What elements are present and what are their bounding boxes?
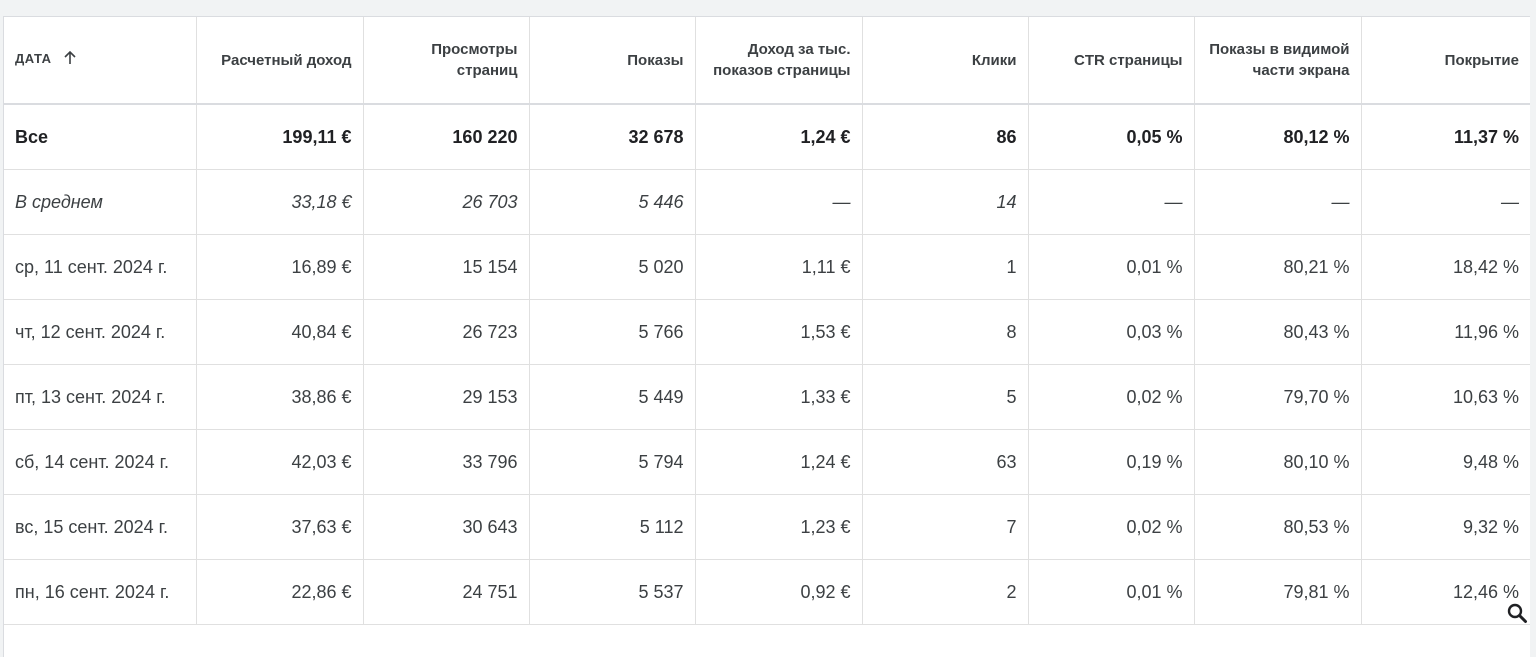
table-cell: 1,53 € (695, 300, 862, 365)
header-estimated-revenue[interactable]: Расчетный доход (196, 17, 363, 104)
table-cell: 1 (862, 235, 1028, 300)
table-cell: 29 153 (363, 365, 529, 430)
table-row: чт, 12 сент. 2024 г. 40,84 € 26 723 5 76… (4, 300, 1530, 365)
total-cell: 80,12 % (1194, 104, 1361, 170)
average-cell: 26 703 (363, 170, 529, 235)
table-cell: 0,02 % (1028, 495, 1194, 560)
header-active-view-viewable[interactable]: Показы в видимой части экрана (1194, 17, 1361, 104)
table-cell: 40,84 € (196, 300, 363, 365)
total-cell: 86 (862, 104, 1028, 170)
table-cell: 37,63 € (196, 495, 363, 560)
date-cell: сб, 14 сент. 2024 г. (4, 430, 196, 495)
header-coverage[interactable]: Покрытие (1361, 17, 1530, 104)
header-date[interactable]: ДАТА (4, 17, 196, 104)
table-cell: 0,02 % (1028, 365, 1194, 430)
table-cell: 42,03 € (196, 430, 363, 495)
total-cell: 0,05 % (1028, 104, 1194, 170)
table-cell: 38,86 € (196, 365, 363, 430)
table-cell: 80,53 % (1194, 495, 1361, 560)
average-cell: 33,18 € (196, 170, 363, 235)
table-cell: 7 (862, 495, 1028, 560)
average-row: В среднем 33,18 € 26 703 5 446 — 14 — — … (4, 170, 1530, 235)
table-cell: 0,19 % (1028, 430, 1194, 495)
table-cell: 5 794 (529, 430, 695, 495)
total-cell: 32 678 (529, 104, 695, 170)
table-cell: 22,86 € (196, 560, 363, 625)
table-cell: 1,23 € (695, 495, 862, 560)
date-cell: пт, 13 сент. 2024 г. (4, 365, 196, 430)
average-cell: — (1194, 170, 1361, 235)
header-page-views[interactable]: Просмотры страниц (363, 17, 529, 104)
date-cell: чт, 12 сент. 2024 г. (4, 300, 196, 365)
table-cell: 5 020 (529, 235, 695, 300)
table-cell: 15 154 (363, 235, 529, 300)
total-cell: 11,37 % (1361, 104, 1530, 170)
average-label: В среднем (4, 170, 196, 235)
table-cell: 79,70 % (1194, 365, 1361, 430)
table-cell: 2 (862, 560, 1028, 625)
average-cell: — (1361, 170, 1530, 235)
table-cell: 0,03 % (1028, 300, 1194, 365)
date-cell: пн, 16 сент. 2024 г. (4, 560, 196, 625)
total-cell: 1,24 € (695, 104, 862, 170)
table-cell: 5 449 (529, 365, 695, 430)
table-cell: 0,01 % (1028, 235, 1194, 300)
table-row: ср, 11 сент. 2024 г. 16,89 € 15 154 5 02… (4, 235, 1530, 300)
report-table-container: ДАТА Расчетный доход Просмотры страниц П… (3, 16, 1530, 657)
header-row: ДАТА Расчетный доход Просмотры страниц П… (4, 17, 1530, 104)
table-cell: 5 766 (529, 300, 695, 365)
total-label: Все (4, 104, 196, 170)
table-row: вс, 15 сент. 2024 г. 37,63 € 30 643 5 11… (4, 495, 1530, 560)
average-cell: — (1028, 170, 1194, 235)
average-cell: — (695, 170, 862, 235)
table-cell: 1,24 € (695, 430, 862, 495)
table-cell: 8 (862, 300, 1028, 365)
header-date-label: ДАТА (15, 51, 52, 66)
table-cell: 80,21 % (1194, 235, 1361, 300)
table-cell: 12,46 % (1361, 560, 1530, 625)
table-cell: 33 796 (363, 430, 529, 495)
table-cell: 80,43 % (1194, 300, 1361, 365)
average-cell: 14 (862, 170, 1028, 235)
date-cell: ср, 11 сент. 2024 г. (4, 235, 196, 300)
table-cell: 63 (862, 430, 1028, 495)
header-page-ctr[interactable]: CTR страницы (1028, 17, 1194, 104)
table-cell: 18,42 % (1361, 235, 1530, 300)
table-cell: 24 751 (363, 560, 529, 625)
table-cell: 11,96 % (1361, 300, 1530, 365)
table-cell: 1,11 € (695, 235, 862, 300)
table-row: пн, 16 сент. 2024 г. 22,86 € 24 751 5 53… (4, 560, 1530, 625)
table-cell: 30 643 (363, 495, 529, 560)
total-cell: 199,11 € (196, 104, 363, 170)
table-cell: 1,33 € (695, 365, 862, 430)
magnifier-icon[interactable] (1506, 602, 1528, 624)
table-cell: 79,81 % (1194, 560, 1361, 625)
table-cell: 80,10 % (1194, 430, 1361, 495)
table-cell: 5 537 (529, 560, 695, 625)
table-cell: 5 (862, 365, 1028, 430)
table-cell: 9,32 % (1361, 495, 1530, 560)
table-cell: 9,48 % (1361, 430, 1530, 495)
table-cell: 26 723 (363, 300, 529, 365)
table-cell: 5 112 (529, 495, 695, 560)
report-table: ДАТА Расчетный доход Просмотры страниц П… (4, 17, 1530, 625)
header-clicks[interactable]: Клики (862, 17, 1028, 104)
date-cell: вс, 15 сент. 2024 г. (4, 495, 196, 560)
total-row: Все 199,11 € 160 220 32 678 1,24 € 86 0,… (4, 104, 1530, 170)
average-cell: 5 446 (529, 170, 695, 235)
header-impressions[interactable]: Показы (529, 17, 695, 104)
table-cell: 16,89 € (196, 235, 363, 300)
total-cell: 160 220 (363, 104, 529, 170)
table-row: сб, 14 сент. 2024 г. 42,03 € 33 796 5 79… (4, 430, 1530, 495)
header-page-rpm[interactable]: Доход за тыс. показов страницы (695, 17, 862, 104)
table-cell: 0,92 € (695, 560, 862, 625)
arrow-up-icon[interactable] (62, 50, 78, 72)
table-cell: 0,01 % (1028, 560, 1194, 625)
table-row: пт, 13 сент. 2024 г. 38,86 € 29 153 5 44… (4, 365, 1530, 430)
table-cell: 10,63 % (1361, 365, 1530, 430)
